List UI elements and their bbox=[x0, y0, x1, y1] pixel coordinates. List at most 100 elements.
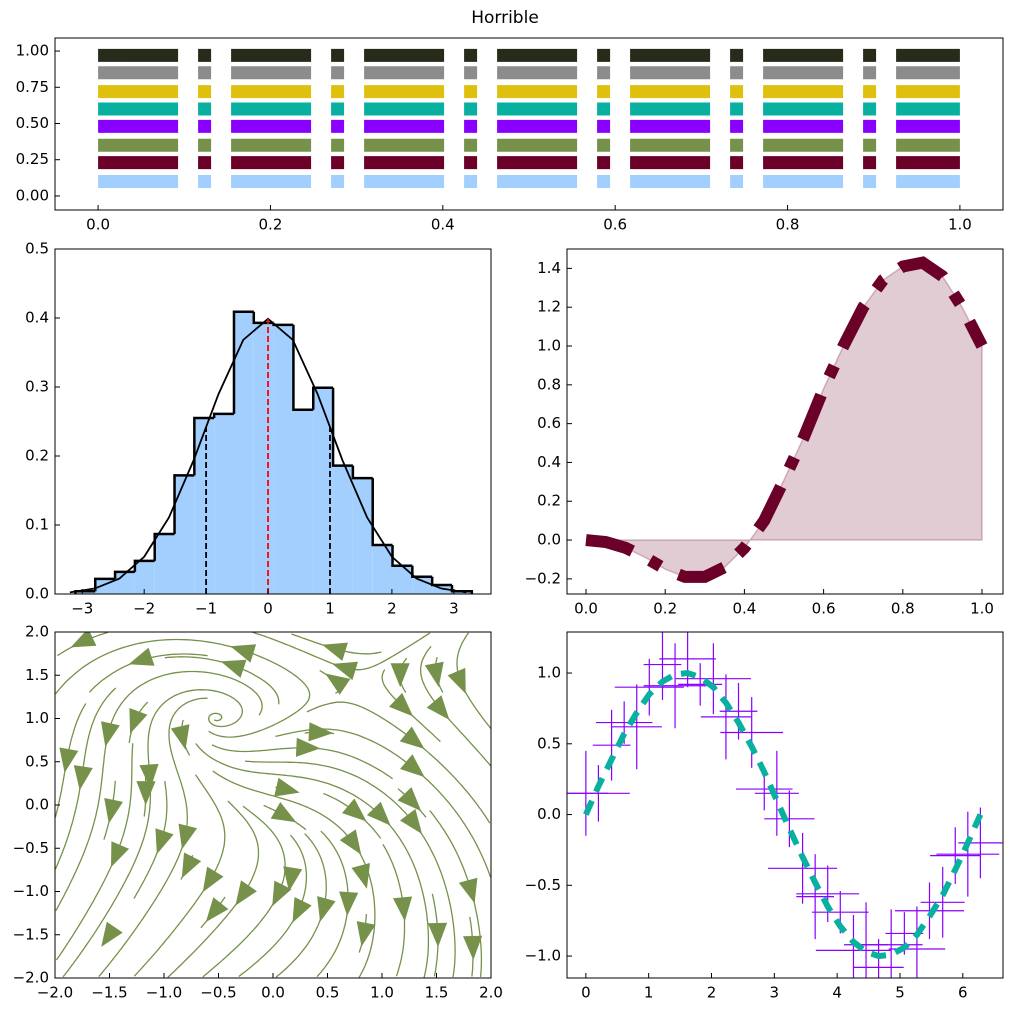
stream-arrow bbox=[427, 922, 448, 948]
stream-arrow bbox=[342, 798, 367, 822]
histogram-bar bbox=[273, 324, 294, 594]
x-tick-label: 1.5 bbox=[425, 984, 449, 1002]
histogram-bar bbox=[233, 311, 254, 594]
y-tick-label: 0.3 bbox=[25, 378, 49, 396]
stream-arrow bbox=[220, 659, 247, 678]
stream-arrow bbox=[270, 802, 297, 823]
y-tick-label: 0.25 bbox=[16, 150, 49, 168]
stream-arrow bbox=[325, 673, 351, 695]
y-tick-label: −1.5 bbox=[13, 925, 49, 943]
stream-arrow bbox=[272, 880, 292, 907]
stream-arrow bbox=[101, 921, 123, 947]
x-tick-label: 0.0 bbox=[86, 216, 110, 234]
stream-arrow bbox=[339, 829, 362, 855]
y-tick-label: 0.2 bbox=[537, 492, 561, 510]
x-tick-label: −0.5 bbox=[200, 984, 236, 1002]
x-tick-label: 1.0 bbox=[970, 600, 994, 618]
plot-area bbox=[567, 632, 1003, 978]
y-tick-label: 0.0 bbox=[537, 531, 561, 549]
x-tick-label: −3 bbox=[71, 600, 93, 618]
x-tick-label: 0.2 bbox=[653, 600, 677, 618]
histogram-bar bbox=[412, 576, 433, 594]
stream-arrow bbox=[447, 667, 466, 694]
histogram-bar bbox=[352, 478, 373, 594]
y-tick-label: −1.0 bbox=[525, 947, 561, 965]
histogram-bar bbox=[134, 560, 155, 594]
x-tick-label: 0.4 bbox=[431, 216, 455, 234]
y-tick-label: −0.5 bbox=[13, 839, 49, 857]
x-tick-label: 0.0 bbox=[261, 984, 285, 1002]
y-tick-label: −0.2 bbox=[525, 569, 561, 587]
histogram-step bbox=[292, 324, 314, 412]
stream-arrow bbox=[424, 661, 444, 687]
stream-arrow bbox=[317, 896, 336, 922]
x-tick-label: −1.5 bbox=[91, 984, 127, 1002]
stream-arrow bbox=[292, 897, 312, 923]
stream-arrow bbox=[366, 801, 391, 826]
x-tick-label: 2 bbox=[707, 984, 717, 1002]
stream-arrow bbox=[322, 642, 348, 661]
x-tick-label: 0 bbox=[263, 600, 273, 618]
stream-arrow bbox=[283, 866, 303, 892]
x-tick-label: 0.5 bbox=[316, 984, 340, 1002]
histogram-bar bbox=[75, 591, 96, 594]
histogram-step bbox=[312, 386, 334, 410]
x-tick-label: 0 bbox=[581, 984, 591, 1002]
x-tick-label: 0.6 bbox=[603, 216, 627, 234]
histogram-bar bbox=[372, 545, 393, 594]
histogram-step bbox=[411, 565, 433, 578]
y-tick-label: −2.0 bbox=[13, 969, 49, 987]
axes-frame bbox=[54, 248, 492, 595]
stream-arrow bbox=[59, 747, 79, 773]
stream-arrow bbox=[73, 765, 93, 791]
y-tick-label: 1.5 bbox=[25, 666, 49, 684]
y-tick-label: 1.0 bbox=[537, 664, 561, 682]
x-tick-label: 4 bbox=[832, 984, 842, 1002]
y-tick-label: 0.4 bbox=[537, 453, 561, 471]
y-tick-label: 1.0 bbox=[537, 337, 561, 355]
x-tick-label: 2.0 bbox=[479, 984, 503, 1002]
x-tick-label: 0.4 bbox=[732, 600, 756, 618]
histogram-step bbox=[232, 310, 254, 414]
stream-arrow bbox=[399, 726, 425, 749]
stream-arrow bbox=[426, 695, 450, 720]
y-tick-label: 1.4 bbox=[537, 259, 561, 277]
histogram-step bbox=[391, 545, 413, 567]
y-tick-label: 0.5 bbox=[25, 752, 49, 770]
histogram-step bbox=[153, 532, 175, 561]
x-tick-label: 5 bbox=[895, 984, 905, 1002]
stream-arrow bbox=[111, 841, 130, 868]
y-tick-label: 1.0 bbox=[25, 709, 49, 727]
y-tick-label: 0.8 bbox=[537, 375, 561, 393]
y-tick-label: 0.5 bbox=[537, 734, 561, 752]
stream-arrow bbox=[400, 809, 423, 834]
stream-arrow bbox=[274, 777, 300, 797]
stream-arrow bbox=[308, 722, 333, 742]
x-tick-label: 3 bbox=[770, 984, 780, 1002]
y-tick-label: 1.00 bbox=[16, 42, 49, 60]
stream-arrow bbox=[463, 935, 483, 960]
stream-arrow bbox=[332, 661, 358, 681]
y-tick-label: 0.1 bbox=[25, 516, 49, 534]
y-tick-label: 2.0 bbox=[25, 623, 49, 641]
stream-arrow bbox=[101, 721, 120, 747]
y-tick-label: 0.75 bbox=[16, 78, 49, 96]
histogram-bar bbox=[174, 475, 195, 594]
histogram-step bbox=[133, 559, 155, 572]
x-tick-label: 6 bbox=[958, 984, 968, 1002]
stream-arrow bbox=[70, 632, 97, 648]
histogram-step bbox=[371, 478, 393, 547]
histogram-bar bbox=[115, 571, 135, 594]
x-tick-label: 1.0 bbox=[370, 984, 394, 1002]
axes-frame bbox=[566, 631, 1004, 979]
y-tick-label: 0.0 bbox=[25, 796, 49, 814]
y-tick-label: 0.0 bbox=[25, 585, 49, 603]
histogram-bar bbox=[392, 565, 413, 594]
histogram-step bbox=[94, 577, 116, 592]
axes-frame bbox=[566, 248, 1004, 595]
histogram-step bbox=[212, 412, 234, 419]
stream-arrow bbox=[390, 663, 410, 688]
histogram-bar bbox=[333, 465, 353, 594]
x-tick-label: 0.0 bbox=[574, 600, 598, 618]
